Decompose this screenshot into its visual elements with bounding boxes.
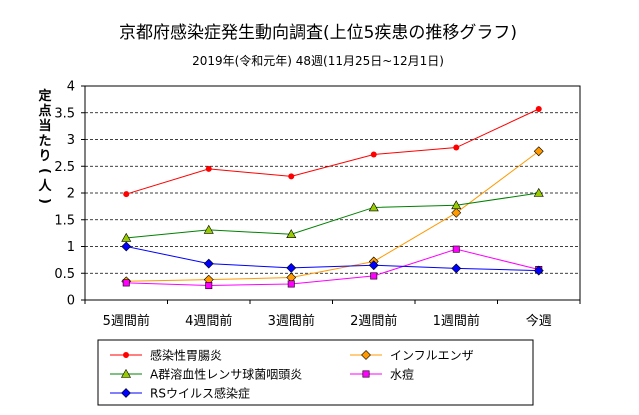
y-tick-label: 1: [67, 240, 75, 255]
chart-title: 京都府感染症発生動向調査(上位5疾患の推移グラフ): [119, 23, 517, 43]
data-point: [533, 187, 544, 197]
y-axis-label-char: ): [37, 198, 52, 204]
y-axis-label-char: 定: [37, 88, 51, 104]
data-point: [121, 241, 132, 252]
y-tick-label: 4: [67, 80, 75, 95]
legend: [97, 339, 534, 406]
legend-marker: [361, 350, 371, 360]
y-axis-label-char: 当: [38, 118, 51, 134]
grid-lines: [85, 112, 580, 274]
x-axis-ticks: 5週間前 4週間前 3週間前 2週間前 1週間前 今週: [84, 300, 581, 329]
data-point: [451, 200, 462, 210]
data-point: [533, 146, 544, 157]
data-point: [122, 279, 130, 287]
data-point: [451, 207, 462, 218]
legend-item: インフルエンザ: [350, 349, 474, 363]
series-line: [126, 246, 539, 272]
legend-item: 水痘: [350, 367, 414, 382]
data-point: [203, 258, 214, 269]
data-point: [287, 280, 295, 288]
data-point: [288, 173, 295, 180]
x-tick-label: 5週間前: [103, 313, 150, 329]
legend-label: インフルエンザ: [390, 349, 474, 363]
legend-marker: [120, 368, 132, 378]
legend-item: A群溶血性レンサ球菌咽頭炎: [110, 367, 302, 382]
series-2: [121, 187, 544, 242]
legend-entries: 感染性胃腸炎 インフルエンザ A群溶血性レンサ球菌咽頭炎 水痘 RSウイルス感染症: [110, 348, 474, 401]
y-axis-label-char: (: [37, 168, 52, 174]
y-axis-label-char: り: [38, 149, 51, 164]
legend-label: RSウイルス感染症: [150, 386, 250, 401]
x-tick-label: 3週間前: [268, 313, 315, 329]
series-0: [123, 106, 542, 198]
x-tick-label: 今週: [526, 313, 552, 329]
legend-marker: [362, 370, 370, 378]
series-1: [121, 146, 544, 287]
legend-label: 水痘: [390, 367, 414, 382]
data-point: [286, 229, 297, 238]
data-point: [453, 144, 460, 151]
data-point: [370, 151, 377, 158]
data-point: [205, 282, 213, 290]
data-point: [368, 260, 379, 271]
data-point: [533, 265, 544, 276]
legend-label: 感染性胃腸炎: [150, 348, 222, 363]
y-tick-label: 3: [67, 133, 75, 148]
x-tick-label: 1週間前: [433, 313, 480, 329]
data-point: [286, 262, 297, 273]
data-point: [123, 191, 130, 198]
data-point: [121, 232, 132, 242]
data-point: [205, 165, 212, 172]
chart-subtitle: 2019年(令和元年) 48週(11月25日~12月1日): [192, 53, 444, 68]
y-axis-label-char: た: [38, 134, 51, 149]
y-tick-label: 2: [67, 187, 75, 202]
y-tick-label: 2.5: [54, 160, 75, 175]
y-tick-label: 3.5: [54, 106, 75, 121]
legend-item: RSウイルス感染症: [110, 386, 250, 401]
legend-label: A群溶血性レンサ球菌咽頭炎: [150, 367, 302, 382]
data-point: [368, 202, 379, 212]
series-3: [122, 245, 543, 290]
series-line: [126, 150, 540, 282]
legend-marker: [121, 388, 131, 398]
series-4: [121, 241, 544, 276]
y-tick-label: 1.5: [54, 213, 75, 228]
data-point: [370, 272, 378, 280]
legend-marker: [123, 352, 129, 358]
series-line: [126, 108, 539, 195]
legend-item: 感染性胃腸炎: [110, 348, 222, 363]
x-tick-label: 4週間前: [185, 313, 232, 329]
y-axis-label-char: 点: [38, 103, 51, 119]
data-point: [535, 106, 542, 113]
series-group: [121, 106, 544, 290]
x-tick-label: 2週間前: [350, 313, 397, 329]
data-point: [452, 245, 460, 253]
y-axis-ticks: 0 0.5 1 1.5 2 2.5 3 3.5 4: [54, 80, 85, 309]
data-point: [203, 224, 214, 234]
series-line: [126, 248, 539, 287]
series-line: [126, 192, 539, 239]
data-point: [451, 263, 462, 274]
y-tick-label: 0: [67, 294, 75, 309]
y-tick-label: 0.5: [54, 267, 75, 282]
y-axis-label-char: 人: [38, 178, 52, 194]
